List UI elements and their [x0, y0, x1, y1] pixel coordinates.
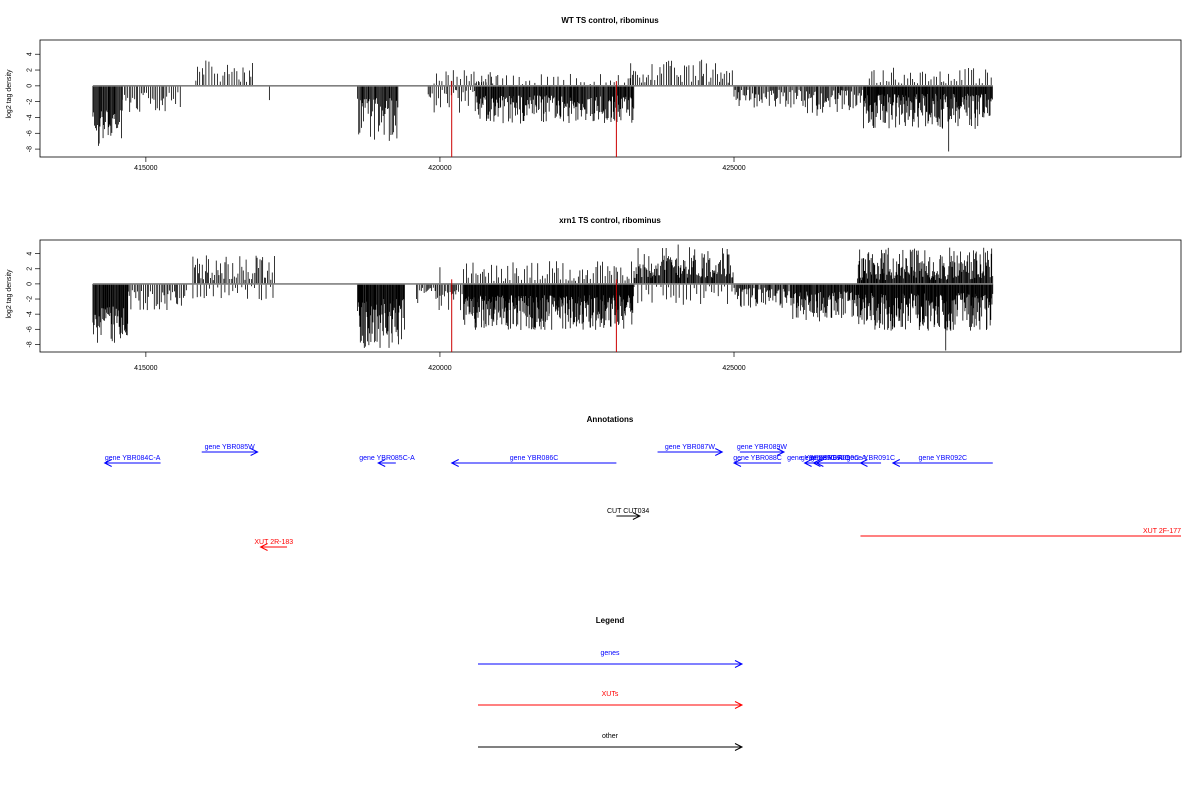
annotation-feature-label: gene YBR085C-A [359, 455, 415, 462]
annotation-feature-arrowhead [812, 459, 821, 467]
annotation-feature[interactable]: gene YBR084C-A [103, 455, 161, 467]
annotation-feature[interactable]: gene YBR090C-A [811, 455, 867, 467]
annotation-feature-arrowhead [632, 512, 642, 520]
xrn1-y-tick-label: -2 [27, 296, 34, 302]
xrn1-signal-bars [92, 244, 994, 351]
annotation-feature-label: gene YBR086C [510, 455, 559, 462]
wt-track-panel: WT TS control, ribominus log2 tag densit… [6, 16, 1182, 172]
annotation-feature-arrowhead [450, 459, 459, 467]
annotation-feature[interactable]: gene YBR089W [737, 444, 787, 456]
annotation-feature-label: gene YBR090C [801, 455, 850, 462]
annotation-feature-label: gene YBR090C-A [811, 455, 867, 462]
xrn1-y-tick-label: 4 [27, 252, 34, 256]
annotation-feature-arrowhead [815, 459, 824, 467]
annotation-feature-arrowhead [103, 459, 112, 467]
annotation-feature-label: gene YBR088C [733, 455, 782, 462]
legend-item-arrowhead [734, 743, 744, 751]
wt-x-tick-label: 415000 [134, 165, 157, 172]
annotation-feature[interactable]: gene YBR085C-A [359, 455, 415, 467]
xrn1-track-panel: xrn1 TS control, ribominus log2 tag dens… [6, 216, 1182, 372]
annotation-feature[interactable]: gene YBR092C [891, 455, 993, 467]
legend-item-arrowhead [734, 660, 744, 668]
wt-y-tick-label: -4 [27, 114, 34, 120]
wt-track-title: WT TS control, ribominus [561, 16, 659, 25]
annotation-feature-label: XUT 2F-177 [1143, 528, 1181, 535]
wt-y-tick-label: -2 [27, 98, 34, 104]
annotations-title: Annotations [587, 415, 634, 424]
wt-signal-bars [92, 59, 993, 152]
annotation-feature-label: gene YBR089W [737, 444, 787, 451]
xrn1-y-tick-label: 0 [27, 282, 34, 286]
legend-item-label: other [602, 733, 619, 740]
wt-x-tick-label: 420000 [428, 165, 451, 172]
xrn1-y-tick-label: -6 [27, 326, 34, 332]
wt-y-tick-label: -6 [27, 130, 34, 136]
wt-y-tick-label: -8 [27, 146, 34, 152]
xrn1-y-tick-label: -8 [27, 341, 34, 347]
annotation-feature[interactable]: XUT 2R-183 [254, 539, 293, 551]
legend-item: other [478, 733, 744, 751]
legend-panel: Legend genes XUTs other [478, 616, 744, 751]
legend-item-label: XUTs [602, 691, 619, 698]
annotation-feature-label: gene YBR087W [665, 444, 715, 451]
wt-x-tick-label: 425000 [722, 165, 745, 172]
annotation-feature[interactable]: gene YBR088C [732, 455, 782, 467]
annotation-feature[interactable]: gene YBR087W [657, 444, 724, 456]
annotation-feature-label: XUT 2R-183 [254, 539, 293, 546]
wt-plot-frame [39, 39, 1182, 158]
xrn1-y-tick-label: 2 [27, 267, 34, 271]
annotation-feature-arrowhead [859, 459, 868, 467]
annotation-feature-label: gene YBR085W [205, 444, 255, 451]
wt-track-ylabel: log2 tag density [6, 69, 13, 119]
legend-title: Legend [596, 616, 625, 625]
annotation-feature[interactable]: gene YBR091C [846, 455, 895, 467]
annotation-feature-arrowhead [377, 459, 386, 467]
xrn1-track-ylabel: log2 tag density [6, 269, 13, 319]
legend-item: genes [478, 650, 744, 668]
xrn1-y-tick-label: -4 [27, 311, 34, 317]
annotation-feature[interactable]: gene YBR085W [201, 444, 259, 456]
xrn1-track-title: xrn1 TS control, ribominus [559, 216, 661, 225]
annotation-feature-label: gene YBR092C [919, 455, 968, 462]
annotation-feature-arrowhead [715, 448, 724, 456]
legend-item-label: genes [600, 650, 620, 657]
annotation-feature-label: CUT CUT034 [607, 508, 649, 515]
annotations-panel: Annotations gene YBR084C-A gene YBR085W ge… [103, 415, 1181, 551]
annotation-feature-label: gene YBR084C-A [105, 455, 161, 462]
wt-y-tick-label: 2 [27, 68, 34, 72]
xrn1-plot-frame [39, 239, 1182, 353]
annotation-feature-label: gene YBR091C [846, 455, 895, 462]
annotation-feature-arrowhead [803, 459, 812, 467]
annotation-feature-arrowhead [732, 459, 742, 467]
annotation-feature[interactable]: gene YBR086C [450, 455, 617, 467]
annotation-feature-arrowhead [259, 543, 268, 551]
xrn1-x-tick-label: 420000 [428, 365, 451, 372]
annotation-feature[interactable]: XUT 2F-177 [860, 528, 1181, 537]
annotation-feature-arrowhead [891, 459, 901, 467]
wt-y-tick-label: 0 [27, 84, 34, 88]
xrn1-x-tick-label: 415000 [134, 365, 157, 372]
annotation-feature-label: gene YBR089C-A [787, 455, 843, 462]
annotation-feature-arrowhead [776, 448, 786, 456]
annotation-feature[interactable]: CUT CUT034 [607, 508, 649, 520]
annotation-feature-arrowhead [250, 448, 259, 456]
wt-y-tick-label: 4 [27, 52, 34, 56]
legend-item: XUTs [478, 691, 744, 709]
legend-item-arrowhead [734, 701, 744, 709]
xrn1-x-tick-label: 425000 [722, 365, 745, 372]
